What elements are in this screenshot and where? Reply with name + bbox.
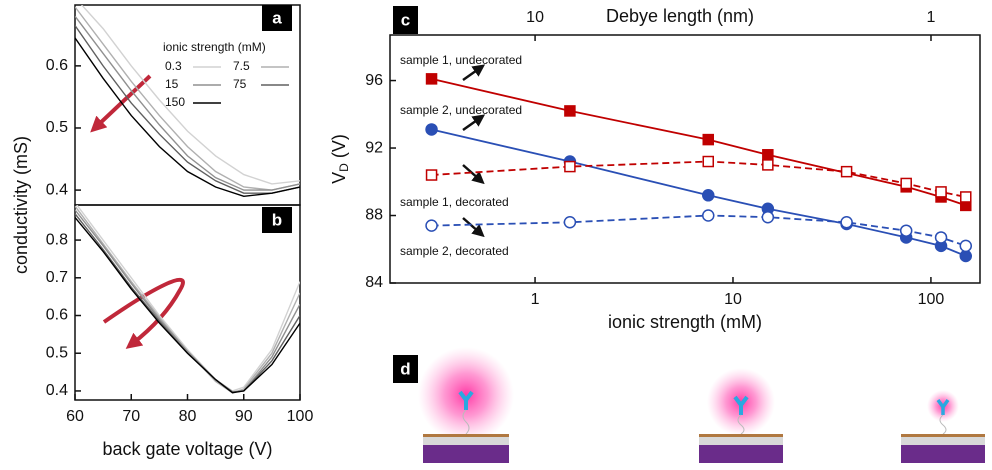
y-tick-label: 84 bbox=[365, 274, 383, 291]
layer bbox=[423, 434, 509, 437]
legend-label: 75 bbox=[233, 77, 247, 91]
marker bbox=[565, 162, 575, 172]
legend-label: 150 bbox=[165, 95, 185, 109]
marker bbox=[961, 192, 971, 202]
legend-label: 15 bbox=[165, 77, 179, 91]
fit-line bbox=[432, 216, 966, 246]
panel-label: c bbox=[401, 10, 410, 29]
series-annotation: sample 1, decorated bbox=[400, 195, 509, 209]
legend-label: 7.5 bbox=[233, 59, 250, 73]
marker bbox=[842, 167, 852, 177]
panel-label: d bbox=[400, 359, 410, 378]
fit-line bbox=[432, 130, 966, 257]
marker bbox=[936, 232, 947, 243]
marker bbox=[703, 210, 714, 221]
x-tick-label: 1 bbox=[531, 291, 540, 308]
debye-sphere bbox=[418, 347, 514, 443]
y-tick-label: 92 bbox=[365, 139, 383, 156]
layer bbox=[699, 437, 783, 445]
trend-arrow bbox=[96, 76, 150, 127]
legend-title: ionic strength (mM) bbox=[163, 40, 266, 54]
y-tick-label: 0.4 bbox=[46, 382, 68, 399]
panel-label: a bbox=[272, 8, 282, 27]
marker bbox=[936, 187, 946, 197]
figure: d 0.4 0.5 0.6 conductivity (mS) ionic streng… bbox=[0, 0, 992, 470]
panel-d: d bbox=[393, 347, 985, 463]
x-tick-label: 10 bbox=[724, 291, 742, 308]
sensor-medium bbox=[699, 368, 783, 463]
marker bbox=[565, 106, 575, 116]
y-tick-label: 0.4 bbox=[46, 181, 68, 198]
y-tick-label: 88 bbox=[365, 207, 383, 224]
y-axis-unit: (V) bbox=[329, 134, 349, 158]
series-annotation: sample 2, decorated bbox=[400, 244, 509, 258]
marker bbox=[901, 225, 912, 236]
marker bbox=[960, 251, 971, 262]
y-axis-label: VD (V) bbox=[329, 134, 351, 184]
fit-line bbox=[432, 79, 966, 205]
marker bbox=[960, 240, 971, 251]
y-tick-label: 0.5 bbox=[46, 344, 68, 361]
series-annotation: sample 2, undecorated bbox=[400, 103, 522, 117]
y-tick-label: 0.6 bbox=[46, 307, 68, 324]
x2-axis-label: Debye length (nm) bbox=[606, 6, 754, 26]
x-tick-label: 60 bbox=[66, 408, 84, 425]
x-tick-label: 90 bbox=[235, 408, 253, 425]
x-axis-label: back gate voltage (V) bbox=[102, 439, 272, 459]
marker bbox=[763, 150, 773, 160]
marker bbox=[426, 124, 437, 135]
layer bbox=[423, 437, 509, 445]
y-axis-subscript: D bbox=[337, 163, 351, 172]
marker bbox=[762, 212, 773, 223]
y-tick-label: 0.7 bbox=[46, 269, 68, 286]
marker bbox=[427, 74, 437, 84]
y-axis-symbol: V bbox=[329, 172, 349, 184]
x-tick-label: 100 bbox=[918, 291, 945, 308]
sensor-large bbox=[418, 347, 514, 463]
substrate bbox=[423, 445, 509, 463]
marker bbox=[703, 190, 714, 201]
y-tick-label: 0.8 bbox=[46, 231, 68, 248]
series-annotation: sample 1, undecorated bbox=[400, 53, 522, 67]
sensor-small bbox=[901, 390, 985, 463]
layer bbox=[699, 434, 783, 437]
layer bbox=[901, 434, 985, 437]
marker bbox=[427, 170, 437, 180]
substrate bbox=[699, 445, 783, 463]
x-axis-label: ionic strength (mM) bbox=[608, 312, 762, 332]
marker bbox=[426, 220, 437, 231]
curve bbox=[75, 214, 300, 392]
pointer-arrow bbox=[463, 68, 480, 80]
x-tick-label: 70 bbox=[122, 408, 140, 425]
pointer-arrow bbox=[463, 118, 480, 130]
layer bbox=[901, 437, 985, 445]
y-axis-label: conductivity (mS) bbox=[11, 136, 31, 274]
legend-label: 0.3 bbox=[165, 59, 182, 73]
fit-line bbox=[432, 162, 966, 198]
substrate bbox=[901, 445, 985, 463]
panel-label: b bbox=[272, 210, 282, 229]
x2-tick-label: 10 bbox=[526, 9, 544, 26]
marker bbox=[703, 135, 713, 145]
marker bbox=[901, 178, 911, 188]
curve bbox=[75, 210, 300, 392]
marker bbox=[841, 217, 852, 228]
marker bbox=[703, 157, 713, 167]
marker bbox=[763, 160, 773, 170]
y-tick-label: 0.6 bbox=[46, 57, 68, 74]
x2-tick-label: 1 bbox=[927, 9, 936, 26]
y-tick-label: 96 bbox=[365, 72, 383, 89]
plot-area bbox=[426, 74, 971, 262]
y-tick-label: 0.5 bbox=[46, 119, 68, 136]
x-tick-label: 80 bbox=[179, 408, 197, 425]
marker bbox=[564, 217, 575, 228]
x-tick-label: 100 bbox=[287, 408, 314, 425]
